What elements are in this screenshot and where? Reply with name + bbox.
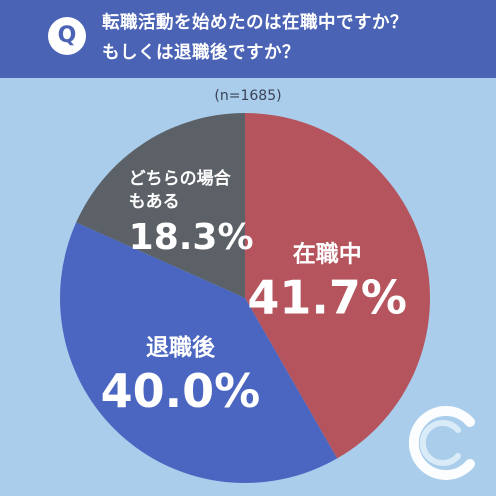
slice-value-2: 40.0% bbox=[101, 364, 261, 418]
pie-slice-3 bbox=[76, 112, 245, 298]
question-header: Q 転職活動を始めたのは在職中ですか？ もしくは退職後ですか？ bbox=[0, 0, 496, 78]
sample-size: (n=1685) bbox=[214, 88, 282, 104]
question-text: 転職活動を始めたのは在職中ですか？ もしくは退職後ですか？ bbox=[102, 8, 492, 68]
slice-label-1-line-1: 在職中 bbox=[293, 241, 362, 268]
slice-label-3-line-1: どちらの場合 bbox=[129, 168, 232, 189]
slice-value-3: 18.3% bbox=[129, 217, 254, 258]
pie-slice-2 bbox=[59, 222, 338, 484]
question-badge: Q bbox=[48, 17, 86, 55]
question-line-2: もしくは退職後ですか？ bbox=[102, 43, 300, 63]
question-line-1: 転職活動を始めたのは在職中ですか？ bbox=[102, 13, 408, 33]
slice-label-3-line-2: もある bbox=[129, 192, 180, 212]
slice-label-2-line-1: 退職後 bbox=[146, 334, 216, 361]
pie-slice-1 bbox=[245, 113, 431, 459]
slice-value-1: 41.7% bbox=[247, 271, 407, 325]
